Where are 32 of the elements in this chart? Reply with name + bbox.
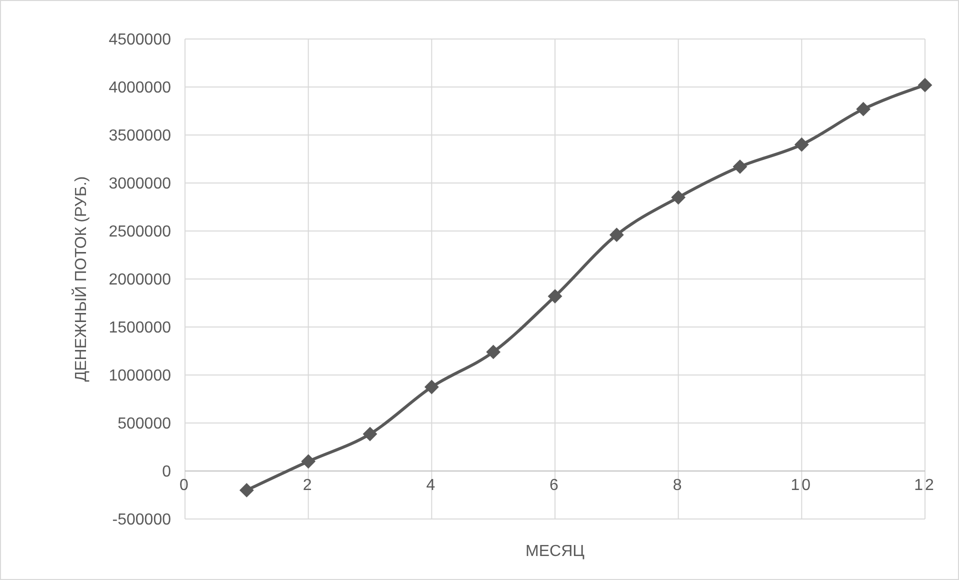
x-tick-label: 6 [550,477,560,494]
point [424,380,439,394]
y-tick-label: 0 [162,464,172,481]
point [548,289,562,304]
point [363,427,377,442]
point [671,190,686,204]
x-tick-label: 10 [790,477,813,494]
x-tick-label: 12 [914,477,936,494]
y-tick-label: 4500000 [108,32,172,49]
x-tick-label: 4 [426,477,438,494]
y-tick-label: 500000 [118,416,172,433]
y-tick-label: 3000000 [108,176,172,193]
point [610,228,624,242]
y-tick-label: 2000000 [108,272,172,289]
y-tick-label: 1000000 [108,368,172,385]
point [856,102,870,116]
y-tick-label: -500000 [112,512,172,529]
x-tick-label: 0 [180,477,190,494]
point [486,344,500,359]
x-axis-title: МЕСЯЦ [526,543,585,560]
x-tick-label: 2 [302,477,314,494]
point [918,78,932,92]
y-tick-label: 2500000 [108,224,172,241]
x-tick-label: 8 [672,477,684,494]
y-axis-title: ДЕНЕЖНЫЙ ПОТОК (РУБ.) [71,176,90,382]
point [794,138,809,152]
y-tick-label: 4000000 [108,80,172,97]
point [301,454,316,468]
point [733,160,747,174]
y-tick-label: 1500000 [108,320,172,337]
y-tick-label: 3500000 [108,128,172,145]
point [240,483,254,498]
